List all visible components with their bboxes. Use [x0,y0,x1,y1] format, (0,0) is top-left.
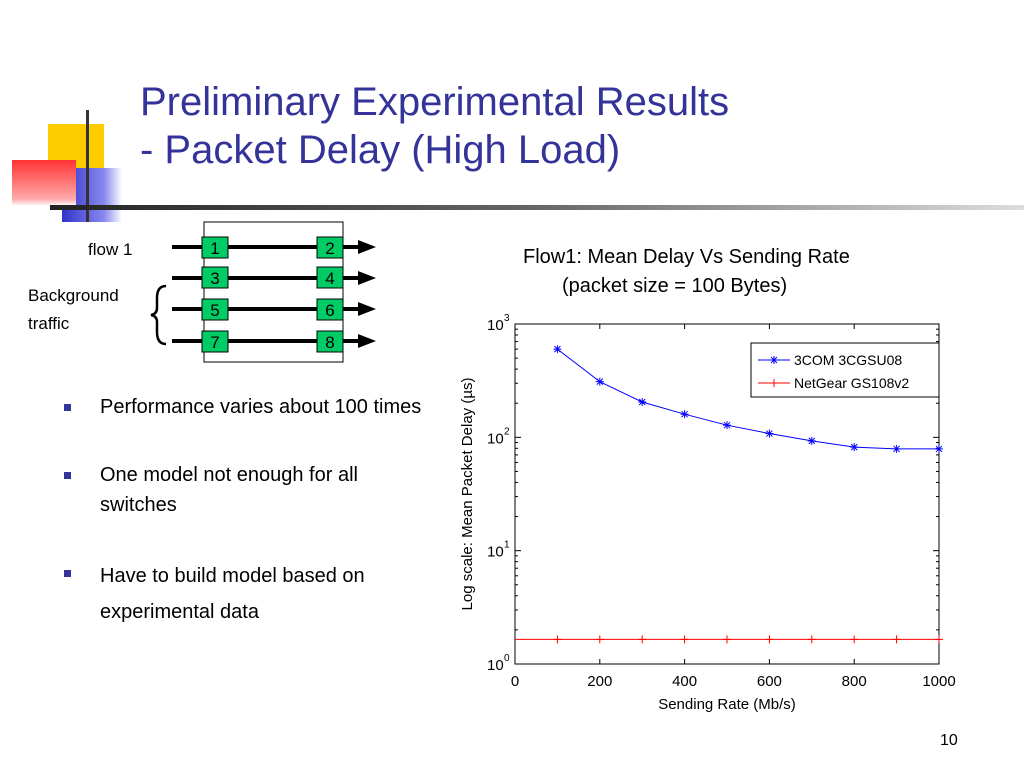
arrow-icon [358,271,376,285]
port-label: 7 [210,333,219,352]
bullet-item: Have to build model based on experimenta… [62,558,422,630]
x-tick-label: 200 [587,673,612,690]
port-label: 8 [325,333,334,352]
data-point [680,410,689,419]
data-point [765,429,774,438]
flow-row-2: 3 4 [172,266,376,289]
data-point [935,635,943,644]
brace-icon [150,284,167,346]
legend-marker [770,356,778,364]
y-tick-exponent: 1 [504,540,510,551]
x-tick-label: 600 [757,673,782,690]
arrow-icon [358,240,376,254]
chart-caption-line1: Flow1: Mean Delay Vs Sending Rate [523,246,850,268]
background-label-line1: Background [28,286,119,305]
port-label: 6 [325,301,334,320]
bullet-list: Performance varies about 100 times One m… [62,392,422,630]
data-point [892,444,901,453]
data-point [595,635,604,644]
data-point [638,635,647,644]
arrow-icon [358,334,376,348]
legend-label: 3COM 3CGSU08 [794,352,902,368]
data-point [935,444,943,453]
port-label: 1 [210,239,219,258]
data-point [765,635,774,644]
data-point [553,345,562,354]
title-line-2: - Packet Delay (High Load) [140,128,621,172]
data-point [892,635,901,644]
data-point [850,443,859,452]
y-tick-exponent: 0 [504,653,510,664]
bullet-item: One model not enough for all switches [62,460,422,520]
background-label-line2: traffic [28,314,70,333]
flow1-label: flow 1 [88,240,132,259]
y-tick-label: 10 [487,317,504,334]
data-point [807,436,816,445]
port-label: 4 [325,269,334,288]
port-label: 3 [210,269,219,288]
legend-box [750,342,940,398]
x-tick-label: 0 [511,673,519,690]
bullet-item: Performance varies about 100 times [62,392,422,422]
data-point [638,398,647,407]
x-axis-label: Sending Rate (Mb/s) [658,696,796,713]
port-label: 2 [325,239,334,258]
slide-number: 10 [940,732,958,749]
y-tick-label: 10 [487,657,504,674]
data-point [595,377,604,386]
data-point [723,635,731,644]
y-tick-label: 10 [487,430,504,447]
x-tick-label: 400 [672,673,697,690]
series-line-1 [557,348,939,450]
y-tick-label: 10 [487,544,504,561]
data-point [723,421,731,430]
flow-row-1: 1 2 [172,236,376,259]
title-underline [50,205,1024,210]
flow-diagram: flow 1 Background traffic 1 2 3 4 5 6 7 … [28,221,376,363]
data-point [850,635,859,644]
arrow-icon [358,302,376,316]
legend: 3COM 3CGSU08 NetGear GS108v2 [750,342,940,398]
decor-vertical-line [86,110,89,222]
series-layer [515,345,943,644]
x-axis: 0 200 400 600 800 1000 [511,324,956,690]
y-tick-exponent: 3 [504,313,510,324]
data-point [680,635,689,644]
port-label: 5 [210,301,219,320]
flow-row-3: 5 6 [172,298,376,321]
page-title: Preliminary Experimental Results - Packe… [140,78,729,174]
title-line-1: Preliminary Experimental Results [140,80,730,124]
y-tick-exponent: 2 [504,426,510,437]
legend-label: NetGear GS108v2 [794,375,909,391]
data-point [807,635,816,644]
data-point [553,635,562,644]
x-tick-label: 800 [842,673,867,690]
flow-row-4: 7 8 [172,330,376,353]
y-axis-label: Log scale: Mean Packet Delay (µs) [459,378,476,611]
x-tick-label: 1000 [922,673,955,690]
legend-marker [770,379,778,387]
chart-caption-line2: (packet size = 100 Bytes) [562,275,788,297]
decor-red-square [12,160,76,206]
